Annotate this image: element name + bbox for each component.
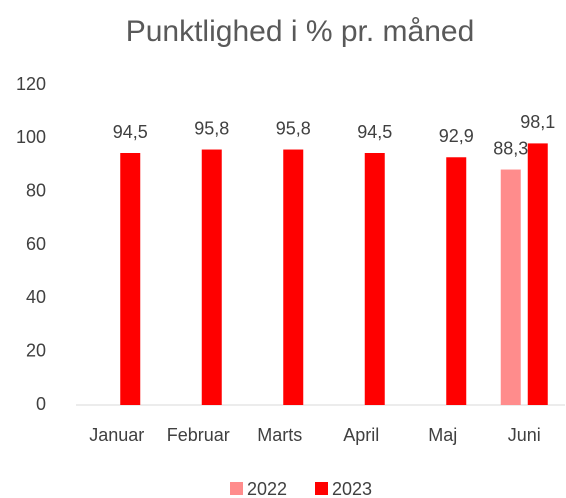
bar (527, 143, 548, 405)
legend-swatch (315, 482, 328, 495)
bar (120, 153, 141, 405)
bar (364, 153, 385, 405)
y-tick-label: 60 (26, 234, 46, 254)
data-label: 95,8 (194, 118, 229, 138)
data-label: 94,5 (357, 122, 392, 142)
bar (446, 157, 467, 405)
data-label: 95,8 (276, 118, 311, 138)
y-tick-label: 20 (26, 340, 46, 360)
legend-label: 2022 (247, 479, 287, 498)
x-tick-label: April (343, 425, 379, 445)
chart-title: Punktlighed i % pr. måned (126, 15, 475, 48)
bar (201, 149, 222, 405)
legend-label: 2023 (332, 479, 372, 498)
y-tick-label: 80 (26, 180, 46, 200)
data-label: 98,1 (520, 112, 555, 132)
x-tick-label: Februar (167, 425, 230, 445)
x-tick-label: Marts (257, 425, 302, 445)
x-tick-label: Maj (428, 425, 457, 445)
legend-swatch (230, 482, 243, 495)
y-tick-label: 40 (26, 287, 46, 307)
x-tick-label: Januar (89, 425, 144, 445)
bar (500, 169, 521, 405)
bar (283, 149, 304, 405)
y-tick-label: 100 (16, 127, 46, 147)
data-label: 92,9 (439, 126, 474, 146)
data-label: 94,5 (113, 122, 148, 142)
y-tick-label: 0 (36, 394, 46, 414)
y-tick-label: 120 (16, 74, 46, 94)
x-tick-label: Juni (508, 425, 541, 445)
data-label: 88,3 (493, 138, 528, 158)
